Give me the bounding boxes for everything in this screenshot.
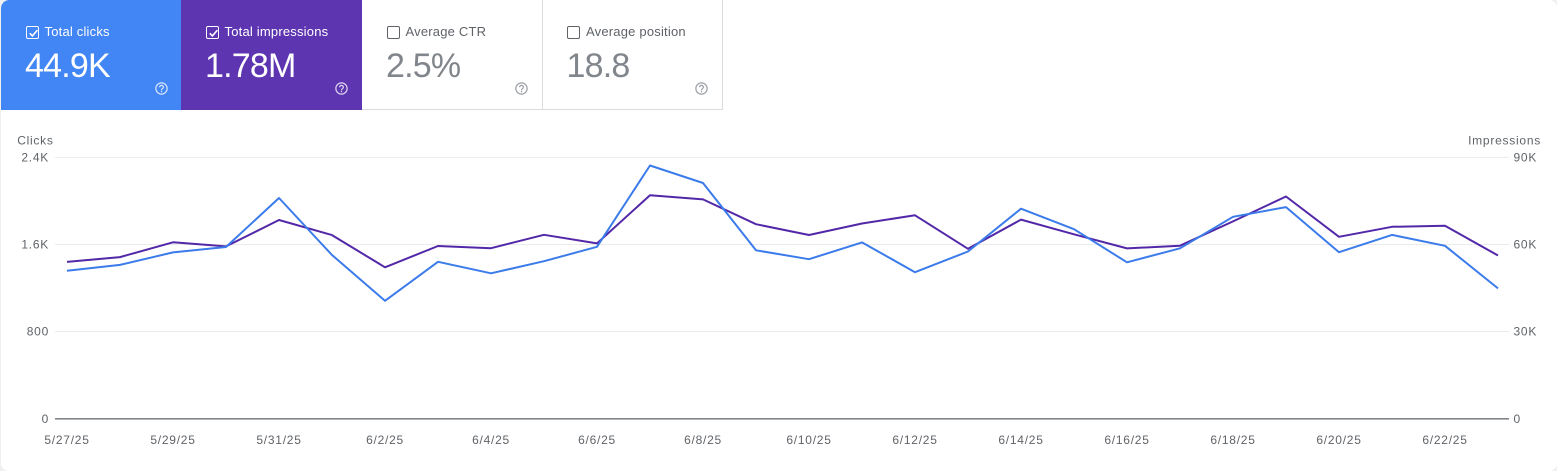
svg-text:1.6K: 1.6K xyxy=(21,238,49,252)
svg-text:6/20/25: 6/20/25 xyxy=(1316,433,1361,447)
svg-text:6/2/25: 6/2/25 xyxy=(366,433,404,447)
svg-text:800: 800 xyxy=(27,325,49,339)
svg-text:6/16/25: 6/16/25 xyxy=(1104,433,1149,447)
svg-text:6/10/25: 6/10/25 xyxy=(786,433,831,447)
svg-text:90K: 90K xyxy=(1514,151,1538,165)
svg-text:6/12/25: 6/12/25 xyxy=(892,433,937,447)
svg-text:5/27/25: 5/27/25 xyxy=(44,433,89,447)
svg-text:Clicks: Clicks xyxy=(17,134,54,148)
svg-text:6/6/25: 6/6/25 xyxy=(578,433,616,447)
svg-text:6/18/25: 6/18/25 xyxy=(1210,433,1255,447)
svg-text:5/31/25: 5/31/25 xyxy=(256,433,301,447)
svg-text:60K: 60K xyxy=(1514,238,1538,252)
svg-text:6/22/25: 6/22/25 xyxy=(1422,433,1467,447)
svg-text:6/8/25: 6/8/25 xyxy=(684,433,722,447)
svg-text:6/14/25: 6/14/25 xyxy=(998,433,1043,447)
svg-text:Impressions: Impressions xyxy=(1468,134,1541,148)
svg-text:0: 0 xyxy=(1514,412,1521,426)
svg-text:2.4K: 2.4K xyxy=(21,151,49,165)
svg-text:5/29/25: 5/29/25 xyxy=(150,433,195,447)
svg-text:6/4/25: 6/4/25 xyxy=(472,433,510,447)
svg-text:30K: 30K xyxy=(1514,325,1538,339)
svg-text:0: 0 xyxy=(42,412,49,426)
